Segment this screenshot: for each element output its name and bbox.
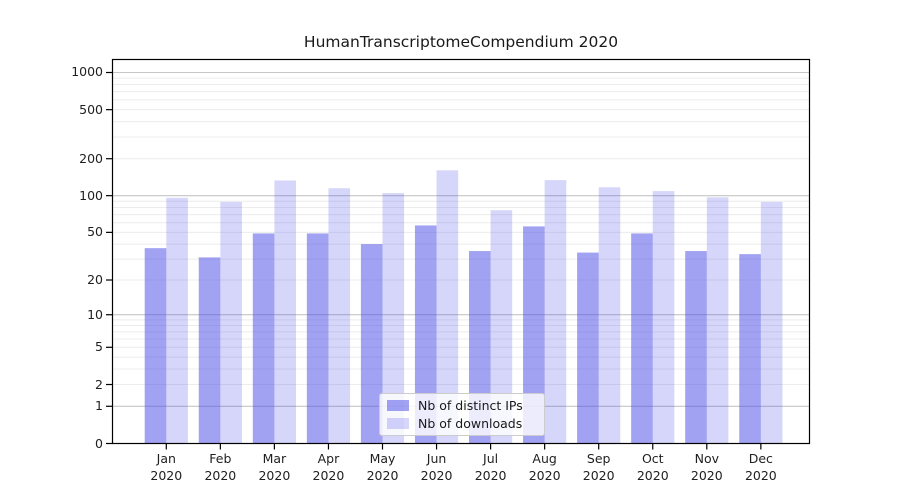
- x-tick-label-jan: Jan 2020: [136, 451, 196, 484]
- bar-ips-dec: [739, 254, 761, 444]
- x-tick-year: 2020: [528, 467, 561, 483]
- bar-downloads-oct: [652, 191, 675, 444]
- x-tick-label-mar: Mar 2020: [244, 451, 304, 484]
- x-tick-year: 2020: [150, 467, 183, 483]
- bar-downloads-jan: [166, 197, 188, 444]
- x-tick-year: 2020: [636, 467, 669, 483]
- bar-downloads-aug: [544, 180, 567, 444]
- x-tick-month: Dec: [748, 451, 773, 466]
- x-tick-year: 2020: [204, 467, 237, 483]
- bar-ips-oct: [631, 233, 653, 444]
- x-tick-month: Feb: [209, 451, 232, 466]
- y-tick-label-500: 500: [79, 101, 103, 117]
- x-tick-year: 2020: [474, 467, 507, 483]
- x-tick-month: Nov: [694, 451, 719, 466]
- bar-ips-may: [360, 244, 383, 444]
- plot-border: [111, 58, 811, 445]
- y-tick-label-10: 10: [87, 306, 103, 322]
- legend-label-distinct-ips: Nb of distinct IPs: [418, 398, 523, 413]
- x-tick-year: 2020: [366, 467, 399, 483]
- bar-downloads-jun: [436, 170, 459, 444]
- bar-downloads-nov: [706, 197, 729, 444]
- bar-ips-mar: [252, 233, 275, 444]
- x-tick-month: Jun: [426, 451, 447, 466]
- x-tick-label-nov: Nov 2020: [677, 451, 737, 484]
- x-tick-month: Sep: [586, 451, 611, 466]
- bar-downloads-apr: [328, 188, 351, 444]
- x-tick-label-may: May 2020: [353, 451, 413, 484]
- x-tick-month: Jul: [483, 451, 499, 466]
- bar-downloads-dec: [760, 201, 783, 444]
- bar-ips-nov: [685, 251, 707, 444]
- x-tick-label-jul: Jul 2020: [461, 451, 521, 484]
- x-tick-year: 2020: [420, 467, 453, 483]
- bar-downloads-sep: [598, 187, 621, 444]
- x-tick-label-feb: Feb 2020: [190, 451, 250, 484]
- x-tick-year: 2020: [258, 467, 291, 483]
- bar-downloads-jul: [490, 210, 513, 444]
- x-tick-year: 2020: [690, 467, 723, 483]
- y-tick-label-5: 5: [95, 339, 103, 355]
- x-tick-month: Jan: [156, 451, 176, 466]
- y-tick-label-50: 50: [87, 224, 103, 240]
- x-tick-label-apr: Apr 2020: [298, 451, 358, 484]
- bar-downloads-may: [382, 193, 405, 444]
- y-tick-label-100: 100: [79, 187, 103, 203]
- bar-downloads-feb: [220, 201, 242, 444]
- bar-ips-feb: [198, 257, 221, 444]
- bar-ips-aug: [523, 226, 545, 444]
- chart-title: HumanTranscriptomeCompendium 2020: [303, 33, 619, 51]
- x-tick-year: 2020: [312, 467, 345, 483]
- legend-swatch-downloads: [387, 418, 409, 429]
- x-tick-month: Mar: [262, 451, 287, 466]
- legend-item-downloads: Nb of downloads: [387, 416, 544, 431]
- bar-ips-jun: [414, 225, 437, 444]
- x-tick-label-oct: Oct 2020: [623, 451, 683, 484]
- x-tick-month: Oct: [641, 451, 664, 466]
- legend: Nb of distinct IPs Nb of downloads: [379, 393, 545, 436]
- x-tick-month: Apr: [317, 451, 340, 466]
- y-tick-label-0: 0: [95, 435, 103, 451]
- legend-swatch-distinct-ips: [387, 400, 409, 411]
- bar-ips-sep: [577, 252, 599, 444]
- y-tick-label-2: 2: [95, 376, 103, 392]
- bar-downloads-mar: [274, 180, 296, 444]
- y-tick-label-1: 1: [95, 398, 103, 414]
- y-tick-label-20: 20: [87, 272, 103, 287]
- bar-ips-apr: [306, 233, 329, 444]
- x-tick-year: 2020: [744, 467, 777, 483]
- y-tick-label-1000: 1000: [71, 64, 103, 80]
- x-tick-label-jun: Jun 2020: [407, 451, 467, 484]
- x-tick-year: 2020: [582, 467, 615, 483]
- x-tick-label-sep: Sep 2020: [569, 451, 629, 484]
- x-tick-label-dec: Dec 2020: [731, 451, 791, 484]
- legend-label-downloads: Nb of downloads: [418, 416, 523, 431]
- legend-item-distinct-ips: Nb of distinct IPs: [387, 398, 544, 413]
- y-tick-label-200: 200: [79, 150, 103, 166]
- bar-ips-jan: [144, 248, 167, 444]
- x-tick-label-aug: Aug 2020: [515, 451, 575, 484]
- x-tick-month: Aug: [532, 451, 557, 466]
- x-tick-month: May: [369, 451, 396, 466]
